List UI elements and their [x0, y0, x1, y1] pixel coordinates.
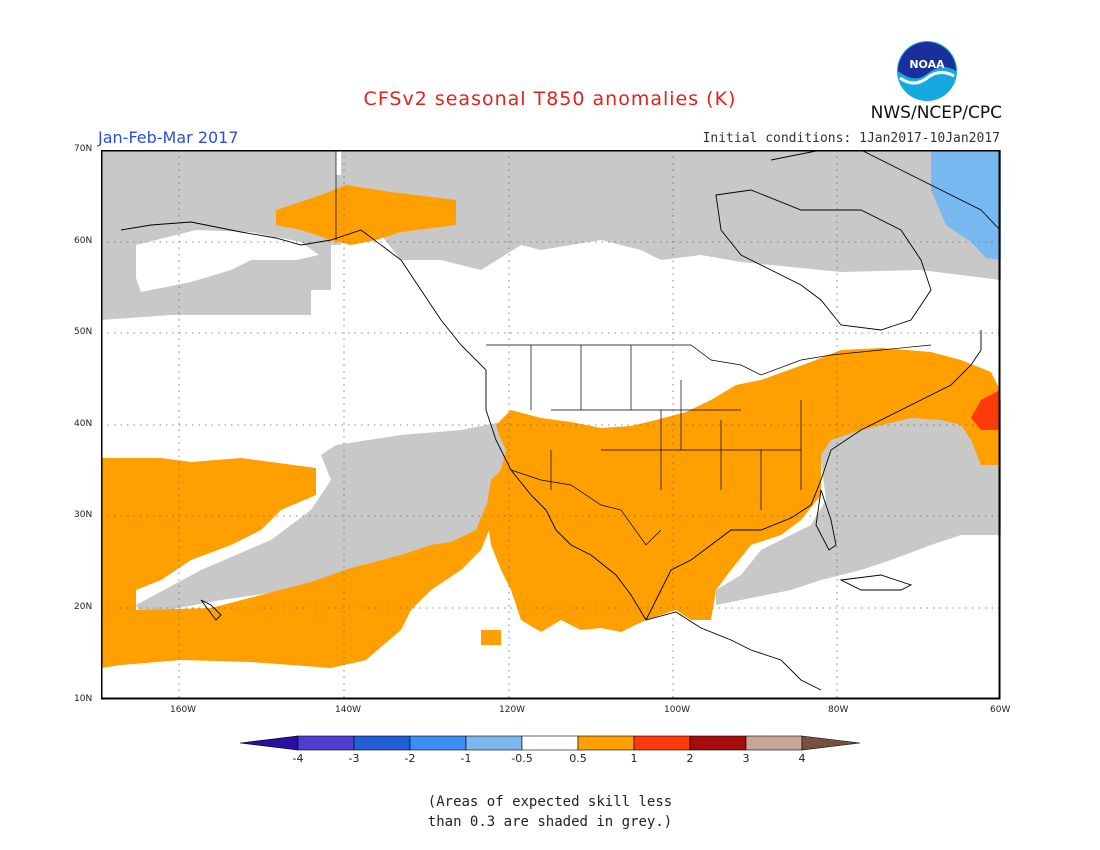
note-line-2: than 0.3 are shaded in grey.)	[427, 814, 673, 830]
lon-label: 60W	[990, 705, 1011, 715]
skill-note: (Areas of expected skill less than 0.3 a…	[0, 792, 1100, 832]
initial-conditions: Initial conditions: 1Jan2017-10Jan2017	[702, 131, 1000, 146]
note-line-1: (Areas of expected skill less	[427, 794, 673, 810]
colorbar-cell	[353, 735, 411, 751]
warm-anomaly-regions	[101, 185, 1000, 668]
cool-anomaly-region	[931, 150, 1001, 260]
lon-label: 160W	[170, 705, 197, 715]
lat-label: 60N	[74, 236, 93, 246]
colorbar-cell	[409, 735, 467, 751]
lon-label: 100W	[664, 705, 691, 715]
colorbar-cell	[577, 735, 635, 751]
colorbar-cells	[240, 735, 861, 751]
lat-label: 20N	[74, 602, 93, 612]
lon-label: 120W	[499, 705, 526, 715]
noaa-logo-icon: NOAA	[897, 41, 957, 101]
colorbar-cell	[465, 735, 523, 751]
colorbar-tick-label: 0.5	[569, 752, 587, 765]
lat-label: 40N	[74, 419, 93, 429]
colorbar-tick-label: 4	[798, 752, 806, 765]
colorbar-cell	[689, 735, 747, 751]
lat-label: 70N	[74, 144, 93, 154]
colorbar-tick-label: 2	[686, 752, 694, 765]
lon-label: 140W	[335, 705, 362, 715]
political-borders	[335, 150, 932, 546]
colorbar-cell	[240, 735, 299, 751]
lat-label: 50N	[74, 327, 93, 337]
colorbar-cell	[633, 735, 691, 751]
colorbar-tick-label: 1	[630, 752, 638, 765]
map-border	[101, 150, 1001, 700]
colorbar-tick-label: -2	[404, 752, 416, 765]
colorbar-cell	[297, 735, 355, 751]
lon-label: 80W	[828, 705, 849, 715]
colorbar-tick-label: -4	[292, 752, 304, 765]
colorbar-tick-label: -0.5	[511, 752, 533, 765]
anomaly-map	[101, 150, 1001, 700]
colorbar-cell	[521, 735, 579, 751]
colorbar-tick-label: -1	[460, 752, 472, 765]
chart-title: CFSv2 seasonal T850 anomalies (K)	[363, 88, 737, 110]
organization-label: NWS/NCEP/CPC	[870, 103, 1002, 123]
logo-text: NOAA	[909, 58, 945, 71]
colorbar	[240, 735, 861, 751]
lat-label: 10N	[74, 694, 93, 704]
colorbar-tick-label: -3	[348, 752, 360, 765]
strong-warm-region	[971, 390, 1000, 430]
forecast-period: Jan-Feb-Mar 2017	[98, 128, 239, 147]
colorbar-cell	[801, 735, 861, 751]
colorbar-tick-label: 3	[742, 752, 750, 765]
graticule	[101, 150, 1001, 700]
colorbar-cell	[745, 735, 803, 751]
lat-label: 30N	[74, 510, 93, 520]
